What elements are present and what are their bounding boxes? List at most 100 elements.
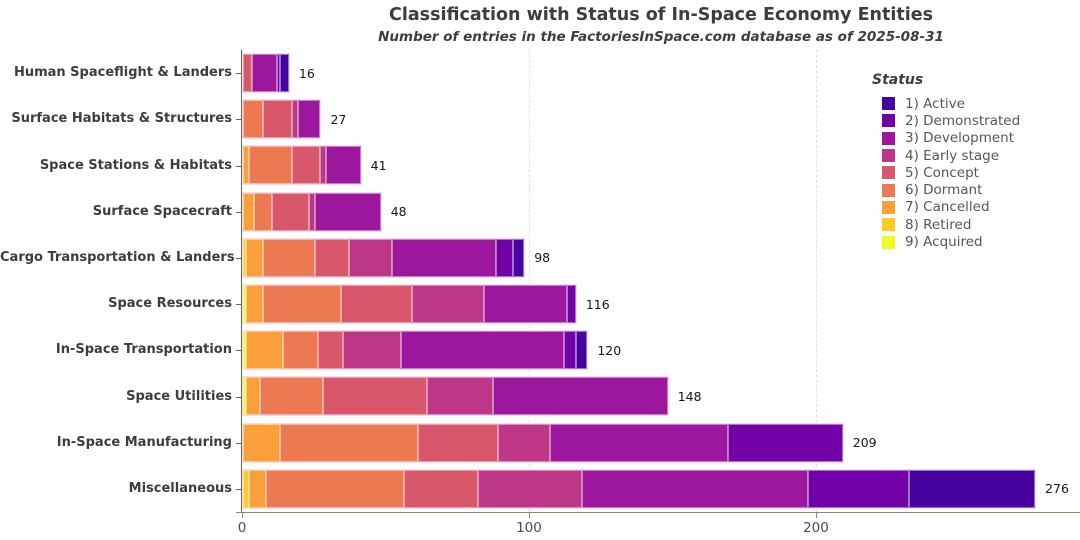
category-label: Surface Habitats & Structures bbox=[11, 111, 232, 127]
bar-segment-demonstrated[interactable] bbox=[727, 423, 843, 462]
stacked-bar[interactable] bbox=[242, 422, 844, 463]
bar-segment-early_stage[interactable] bbox=[291, 100, 298, 139]
bar-segment-cancelled[interactable] bbox=[245, 377, 261, 416]
bar-segment-concept[interactable] bbox=[340, 285, 413, 324]
bar-segment-development[interactable] bbox=[581, 469, 809, 508]
bar-segment-active[interactable] bbox=[575, 331, 588, 370]
legend-swatch bbox=[882, 166, 895, 180]
bar-segment-early_stage[interactable] bbox=[478, 469, 582, 508]
bar-segment-dormant[interactable] bbox=[265, 469, 404, 508]
bar-segment-dormant[interactable] bbox=[263, 285, 341, 324]
bar-segment-early_stage[interactable] bbox=[308, 192, 315, 231]
legend-item-acquired[interactable]: 9) Acquired bbox=[872, 233, 1072, 250]
bar-segment-acquired[interactable] bbox=[243, 377, 246, 416]
bar-segment-cancelled[interactable] bbox=[243, 423, 281, 462]
bar-segment-active[interactable] bbox=[280, 54, 289, 93]
x-tick-label: 100 bbox=[516, 520, 542, 536]
bar-segment-demonstrated[interactable] bbox=[495, 238, 513, 277]
bar-segment-dormant[interactable] bbox=[254, 192, 272, 231]
bar-segment-concept[interactable] bbox=[314, 238, 350, 277]
bar-segment-concept[interactable] bbox=[243, 54, 252, 93]
bar-row: 116 bbox=[242, 281, 1080, 327]
y-axis-line bbox=[241, 50, 242, 512]
bar-segment-demonstrated[interactable] bbox=[564, 331, 576, 370]
bar-segment-acquired[interactable] bbox=[243, 331, 246, 370]
legend-swatch bbox=[882, 183, 895, 197]
bar-segment-concept[interactable] bbox=[418, 423, 499, 462]
bar-segment-active[interactable] bbox=[908, 469, 1036, 508]
legend-item-development[interactable]: 3) Development bbox=[872, 130, 1072, 147]
bar-segment-acquired[interactable] bbox=[243, 285, 246, 324]
legend-swatch bbox=[882, 235, 895, 249]
bar-segment-cancelled[interactable] bbox=[245, 285, 264, 324]
stacked-bar[interactable] bbox=[242, 468, 1037, 509]
bar-segment-development[interactable] bbox=[326, 146, 361, 185]
bar-segment-retired[interactable] bbox=[243, 238, 246, 277]
bar-segment-development[interactable] bbox=[251, 54, 278, 93]
bar-segment-dormant[interactable] bbox=[243, 100, 264, 139]
bar-segment-cancelled[interactable] bbox=[248, 469, 266, 508]
stacked-bar[interactable] bbox=[242, 376, 669, 417]
stacked-bar[interactable] bbox=[242, 237, 526, 278]
legend-item-early_stage[interactable]: 4) Early stage bbox=[872, 147, 1072, 164]
legend-item-dormant[interactable]: 6) Dormant bbox=[872, 181, 1072, 198]
bar-segment-dormant[interactable] bbox=[260, 377, 324, 416]
bar-segment-dormant[interactable] bbox=[283, 331, 318, 370]
legend-item-cancelled[interactable]: 7) Cancelled bbox=[872, 199, 1072, 216]
bar-segment-development[interactable] bbox=[492, 377, 668, 416]
legend-items: 1) Active 2) Demonstrated 3) Development 4)… bbox=[872, 95, 1072, 251]
bar-segment-concept[interactable] bbox=[263, 100, 292, 139]
bar-segment-early_stage[interactable] bbox=[426, 377, 493, 416]
bar-segment-active[interactable] bbox=[512, 238, 525, 277]
bar-segment-early_stage[interactable] bbox=[349, 238, 393, 277]
stacked-bar[interactable] bbox=[242, 284, 577, 325]
bar-segment-development[interactable] bbox=[400, 331, 565, 370]
x-tick bbox=[242, 513, 243, 518]
bar-value-label: 48 bbox=[390, 204, 407, 220]
bar-segment-concept[interactable] bbox=[271, 192, 309, 231]
bar-value-label: 27 bbox=[330, 111, 347, 127]
bar-segment-demonstrated[interactable] bbox=[567, 285, 576, 324]
bar-segment-concept[interactable] bbox=[403, 469, 479, 508]
bar-value-label: 116 bbox=[585, 296, 610, 312]
bar-segment-development[interactable] bbox=[314, 192, 381, 231]
bar-segment-demonstrated[interactable] bbox=[808, 469, 909, 508]
stacked-bar[interactable] bbox=[242, 330, 589, 371]
bar-segment-concept[interactable] bbox=[291, 146, 321, 185]
bar-row: 209 bbox=[242, 420, 1080, 466]
bar-segment-cancelled[interactable] bbox=[243, 192, 255, 231]
stacked-bar[interactable] bbox=[242, 53, 290, 94]
stacked-bar[interactable] bbox=[242, 191, 382, 232]
bar-segment-early_stage[interactable] bbox=[343, 331, 401, 370]
bar-segment-early_stage[interactable] bbox=[498, 423, 551, 462]
y-tick bbox=[236, 304, 241, 306]
bar-segment-retired[interactable] bbox=[243, 469, 249, 508]
bar-segment-development[interactable] bbox=[297, 100, 321, 139]
bar-segment-cancelled[interactable] bbox=[245, 331, 284, 370]
stacked-bar[interactable] bbox=[242, 145, 362, 186]
bar-segment-concept[interactable] bbox=[317, 331, 344, 370]
chart-title: Classification with Status of In-Space E… bbox=[389, 5, 933, 25]
bar-segment-demonstrated[interactable] bbox=[277, 54, 281, 93]
bar-row: 27 bbox=[242, 96, 1080, 142]
legend-swatch bbox=[882, 200, 895, 214]
legend-item-active[interactable]: 1) Active bbox=[872, 95, 1072, 112]
stacked-bar[interactable] bbox=[242, 99, 322, 140]
bar-segment-development[interactable] bbox=[550, 423, 728, 462]
legend-item-retired[interactable]: 8) Retired bbox=[872, 216, 1072, 233]
legend-label: 9) Acquired bbox=[905, 234, 983, 251]
legend-item-concept[interactable]: 5) Concept bbox=[872, 164, 1072, 181]
bar-segment-early_stage[interactable] bbox=[320, 146, 327, 185]
bar-segment-early_stage[interactable] bbox=[412, 285, 485, 324]
bar-segment-dormant[interactable] bbox=[280, 423, 419, 462]
bar-segment-development[interactable] bbox=[484, 285, 568, 324]
bar-value-label: 120 bbox=[597, 342, 622, 358]
legend-item-demonstrated[interactable]: 2) Demonstrated bbox=[872, 112, 1072, 129]
bar-segment-cancelled[interactable] bbox=[243, 146, 249, 185]
chart-subtitle: Number of entries in the FactoriesInSpac… bbox=[378, 29, 944, 45]
bar-segment-cancelled[interactable] bbox=[245, 238, 264, 277]
bar-segment-dormant[interactable] bbox=[248, 146, 292, 185]
bar-segment-development[interactable] bbox=[392, 238, 496, 277]
bar-segment-dormant[interactable] bbox=[263, 238, 315, 277]
bar-segment-concept[interactable] bbox=[323, 377, 427, 416]
